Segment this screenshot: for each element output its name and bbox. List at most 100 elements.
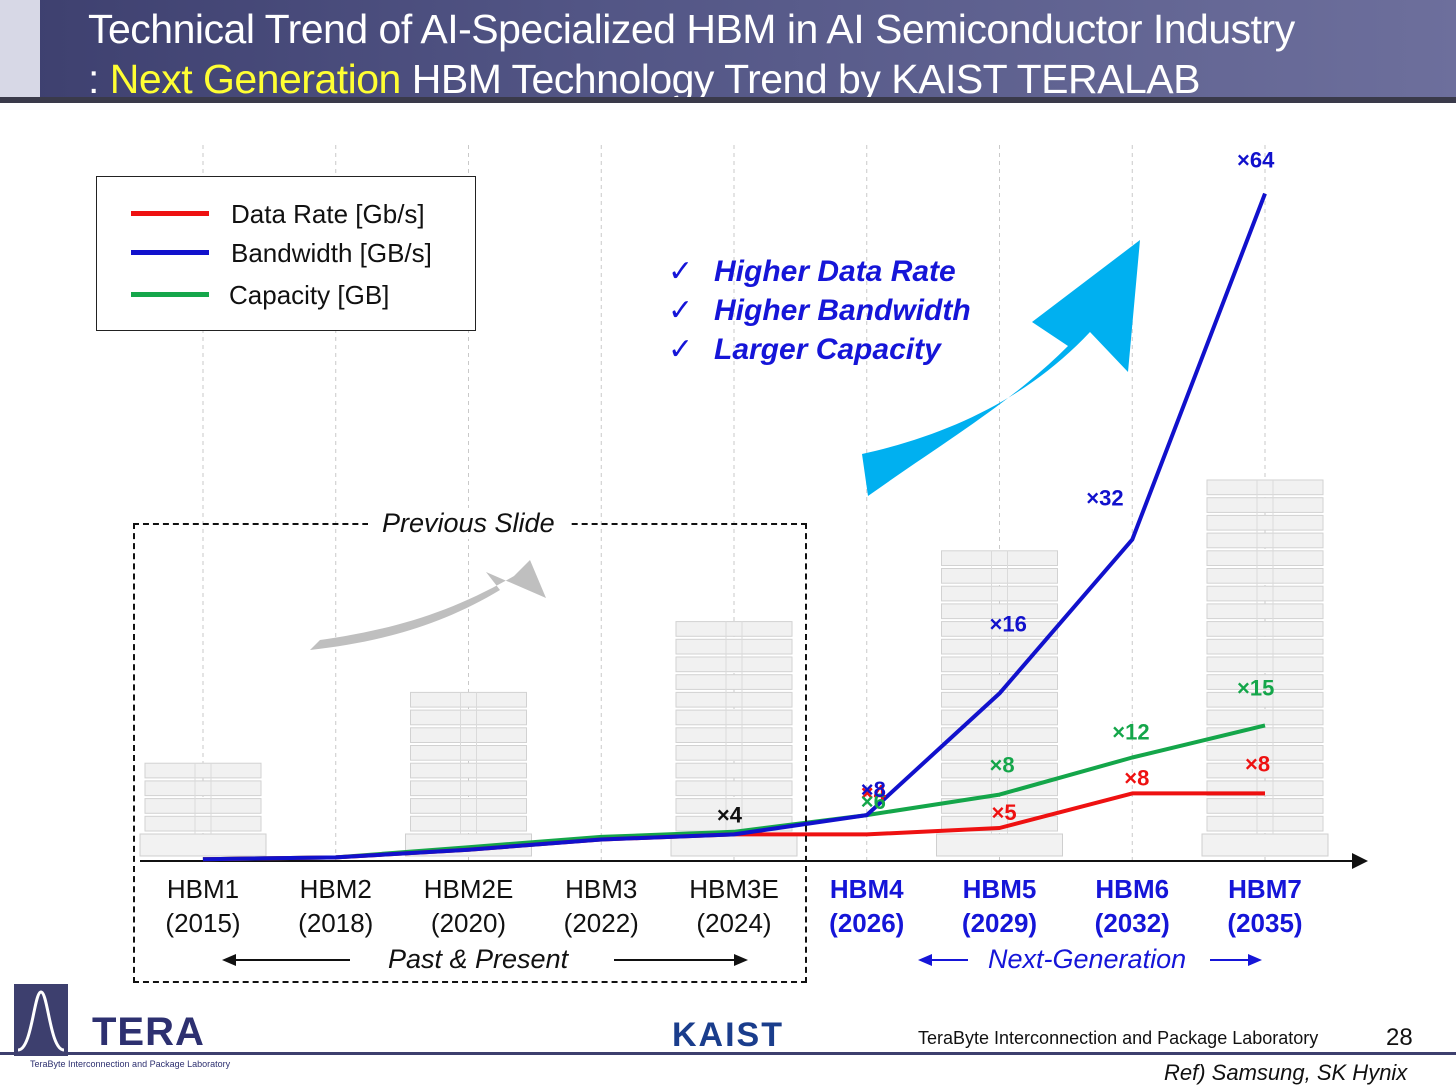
stack-die-layer [1206, 815, 1324, 832]
hbm-stack-hbm1 [139, 762, 267, 857]
title-bar-accent [0, 0, 40, 97]
stack-die-layer [410, 798, 527, 814]
reference: Ref) Samsung, SK Hynix [1164, 1060, 1408, 1085]
x-tick-name: HBM4 [829, 874, 904, 904]
stack-die-layer [1206, 691, 1324, 708]
legend-label-bandwidth: Bandwidth [GB/s] [231, 238, 432, 268]
checklist-item-bandwidth: ✓ Higher Bandwidth [668, 293, 971, 328]
stack-die-layer [144, 762, 262, 779]
stack-die-layer [675, 638, 793, 655]
stack-base-die [139, 833, 267, 857]
stack-base-die [936, 833, 1063, 857]
x-tick-year: (2022) [563, 908, 639, 938]
series-line-bandwidth-gb-s [202, 192, 1267, 862]
stack-die-layer [675, 691, 793, 708]
x-tick-label-hbm4: HBM4 (2026) [797, 872, 937, 940]
stack-die-layer [144, 815, 262, 832]
x-tick-name: HBM2E [423, 874, 514, 904]
multiplier-label: ×64 [1237, 148, 1275, 173]
stack-die-layer [941, 603, 1058, 620]
stack-die-layer [1206, 762, 1324, 779]
multiplier-label: ×6 [861, 789, 886, 814]
x-tick-name: HBM7 [1228, 874, 1302, 904]
subtitle-highlight: Next Generation [109, 56, 402, 102]
footer-divider [0, 1052, 1456, 1055]
stack-die-layer [675, 709, 793, 726]
stack-die-layer [941, 798, 1058, 814]
stack-die-layer [1206, 514, 1324, 531]
stack-die-layer [941, 585, 1058, 602]
multiplier-label: ×8 [861, 777, 886, 802]
checklist-label: Higher Bandwidth [714, 294, 971, 327]
checklist-label: Larger Capacity [714, 333, 941, 366]
stack-die-layer [675, 656, 793, 673]
trend-arrows [310, 240, 1140, 650]
x-tick-year: (2032) [1094, 908, 1170, 938]
tera-logo: TERA [92, 1010, 205, 1054]
multiplier-label: ×4 [861, 780, 887, 805]
stack-die-layer [941, 674, 1058, 690]
multiplier-label: ×8 [1124, 765, 1149, 790]
stack-die-layer [675, 621, 793, 637]
checklist-item-data-rate: ✓ Higher Data Rate [668, 254, 956, 289]
stack-base-die [1201, 833, 1329, 857]
stack-die-layer [1206, 497, 1324, 513]
stack-die-layer [675, 727, 793, 743]
stack-die-layer [1206, 745, 1324, 761]
stack-die-layer [410, 762, 527, 779]
stack-die-layer [1206, 656, 1324, 673]
x-tick-label-hbm2e: HBM2E (2020) [399, 872, 539, 940]
x-tick-name: HBM5 [962, 874, 1037, 904]
stack-die-layer [1206, 479, 1324, 496]
series-lines [202, 192, 1267, 862]
tera-logo-caption: TeraByte Interconnection and Package Lab… [30, 1059, 231, 1069]
subtitle-prefix: : [88, 56, 110, 102]
multiplier-label: ×8 [1245, 751, 1270, 776]
title-bar: Technical Trend of AI-Specialized HBM in… [0, 0, 1456, 102]
page-subtitle: : Next Generation HBM Technology Trend b… [88, 56, 1200, 103]
stack-die-layer [410, 780, 527, 797]
legend-swatch-bandwidth [131, 250, 209, 255]
legend-label-capacity: Capacity [GB] [229, 280, 390, 310]
lab-name: TeraByte Interconnection and Package Lab… [918, 1028, 1319, 1048]
past-present-label: Past & Present [388, 944, 569, 974]
legend-label-data-rate: Data Rate [Gb/s] [231, 199, 425, 229]
legend-swatch-capacity [131, 292, 209, 297]
previous-trend-arrow [310, 560, 546, 650]
multiplier-label: ×15 [1237, 675, 1274, 700]
x-tick-name: HBM3E [689, 874, 779, 904]
stack-die-layer [144, 798, 262, 814]
stack-die-layer [1206, 603, 1324, 620]
stack-die-layer [941, 568, 1058, 584]
stack-die-layer [1206, 709, 1324, 726]
x-tick-label-hbm1: HBM1 (2015) [133, 872, 273, 940]
x-tick-year: (2029) [961, 908, 1038, 938]
past-arrow-right-head [734, 954, 748, 966]
multiplier-label: ×8 [990, 753, 1015, 778]
stack-die-layer [1206, 550, 1324, 566]
past-arrow-left-head [222, 954, 236, 966]
subtitle-rest: HBM Technology Trend by KAIST TERALAB [400, 56, 1201, 102]
stack-die-layer [1206, 568, 1324, 584]
checklist-item-capacity: ✓ Larger Capacity [668, 332, 941, 367]
next-generation-trend-arrow [862, 240, 1140, 496]
x-axis-arrowhead [1352, 853, 1368, 869]
stack-die-layer [410, 815, 527, 832]
x-tick-label-hbm7: HBM7 (2035) [1195, 872, 1335, 940]
hbm-stack-hbm7 [1201, 479, 1329, 857]
x-tick-label-hbm3: HBM3 (2022) [531, 872, 671, 940]
x-tick-year: (2035) [1227, 908, 1303, 938]
multiplier-label: ×4 [717, 802, 743, 827]
x-tick-name: HBM3 [565, 874, 638, 904]
stack-die-layer [1206, 674, 1324, 690]
x-tick-name: HBM1 [166, 874, 240, 904]
legend: Data Rate [Gb/s] Bandwidth [GB/s] Capaci… [96, 176, 476, 331]
stack-die-layer [1206, 638, 1324, 655]
check-icon: ✓ [668, 333, 694, 366]
x-tick-year: (2015) [165, 908, 241, 938]
x-tick-year: (2026) [829, 908, 905, 938]
stack-die-layer [941, 656, 1058, 673]
stack-die-layer [941, 762, 1058, 779]
x-tick-year: (2024) [696, 908, 772, 938]
